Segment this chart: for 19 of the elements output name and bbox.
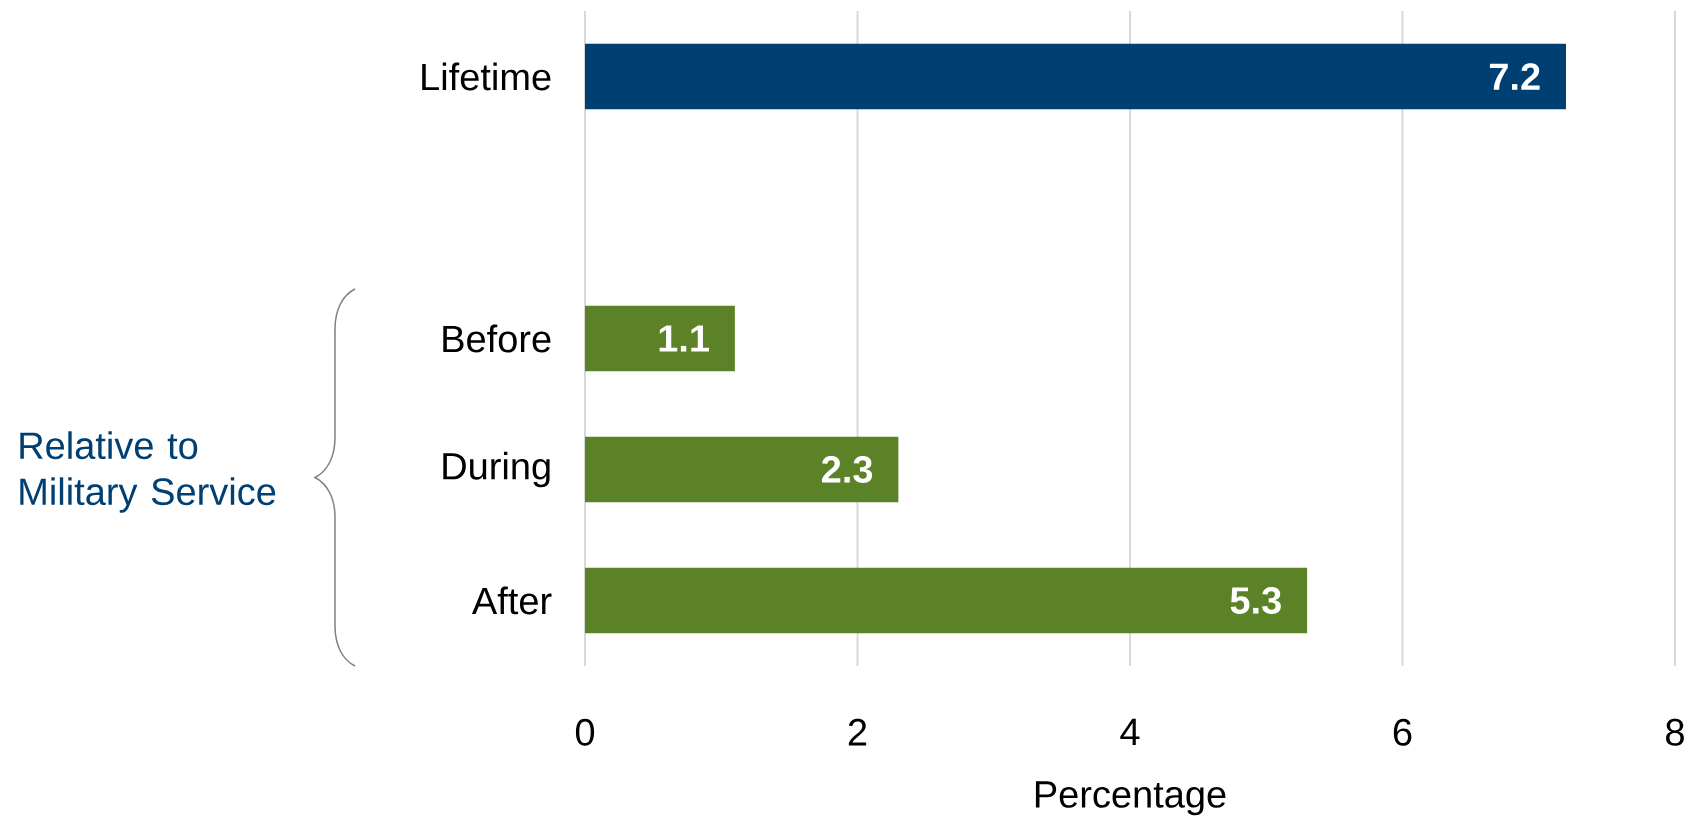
y-tick-label: During (443, 451, 550, 488)
x-tick-label: 4 (1120, 718, 1140, 746)
y-tick-label: Before (443, 324, 551, 353)
data-label: 5.3 (1230, 587, 1281, 614)
bar (585, 567, 1308, 634)
x-tick-label: 6 (1393, 718, 1412, 746)
data-label: 2.3 (822, 456, 873, 483)
y-tick-label: Lifetime (422, 62, 551, 91)
x-axis-title: Percentage (1035, 781, 1226, 816)
text: Relative to Military Service (20, 431, 276, 513)
bar (585, 436, 899, 503)
bar (585, 305, 735, 372)
x-tick-label: 0 (575, 718, 595, 746)
x-tick-label: 8 (1666, 718, 1684, 746)
data-label: 7.2 (1489, 63, 1540, 90)
data-label: 1.1 (659, 325, 709, 352)
bar (585, 43, 1566, 110)
x-tick-label: 2 (848, 718, 867, 746)
y-tick-label: After (471, 586, 552, 615)
